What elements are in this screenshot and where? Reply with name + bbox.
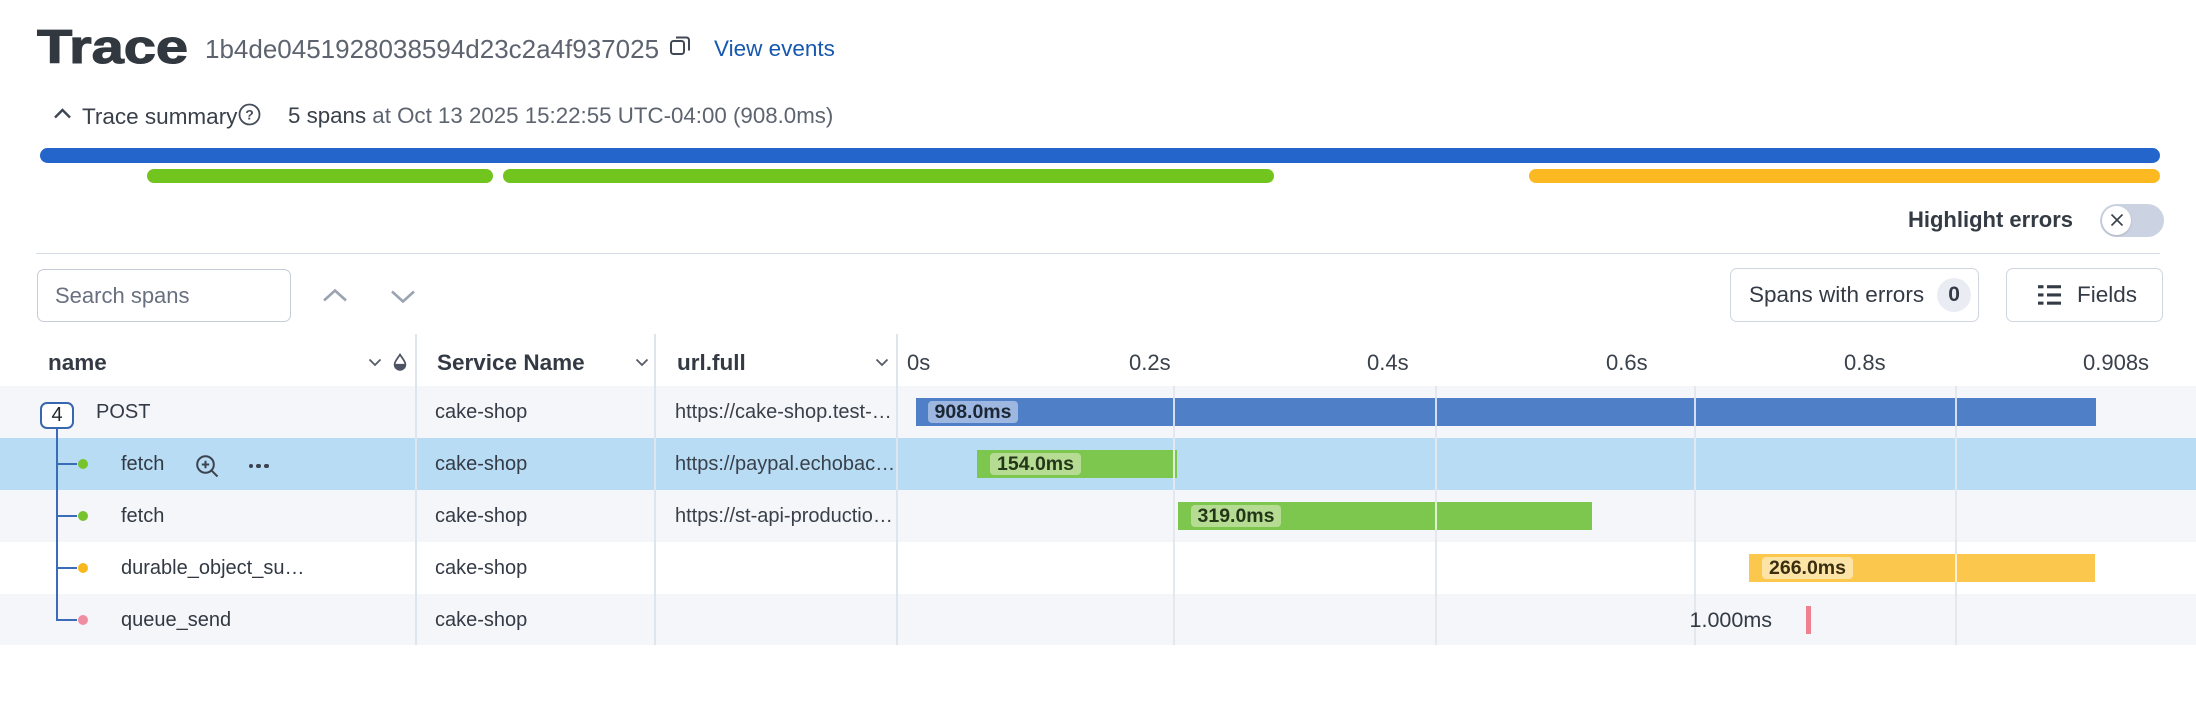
svg-text:?: ? bbox=[245, 107, 254, 123]
